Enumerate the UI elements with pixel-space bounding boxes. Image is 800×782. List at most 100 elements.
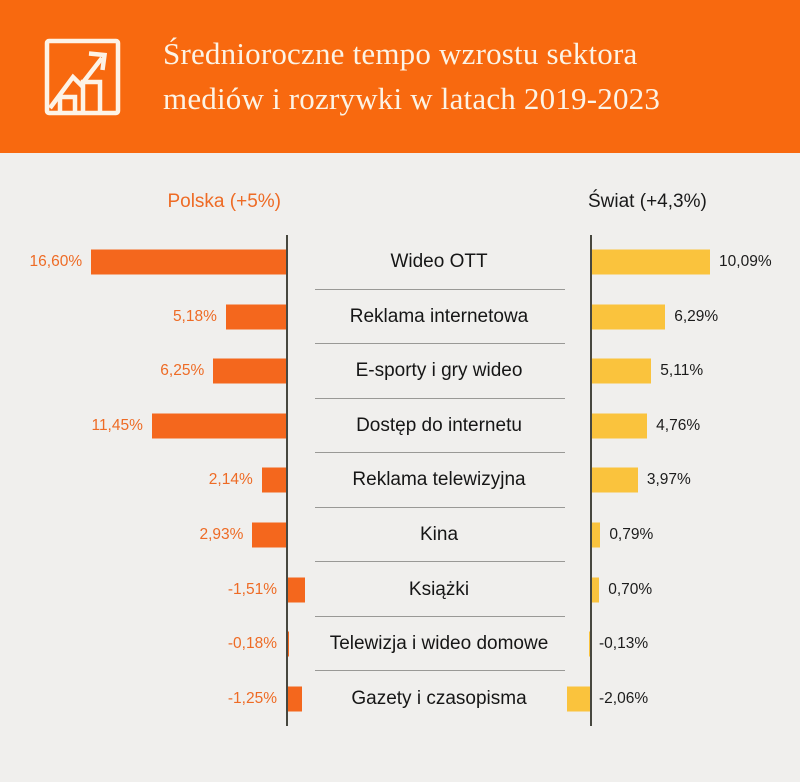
poland-value-label: 2,14% (208, 471, 253, 489)
poland-bar-cell: 2,93% (0, 508, 287, 563)
poland-bar (287, 577, 305, 603)
world-bar-cell: -2,06% (566, 671, 800, 726)
chart-row: -1,51% Książki 0,70% (0, 562, 800, 617)
world-bar-cell: 3,97% (591, 453, 800, 508)
world-zero-axis (590, 235, 592, 726)
world-bar (566, 686, 591, 712)
world-value-label: 0,79% (609, 526, 654, 543)
world-value-label: 4,76% (656, 416, 701, 434)
category-label: Reklama telewizyjna (352, 469, 526, 491)
chart-row: -1,25% Gazety i czasopisma -2,06% (0, 671, 800, 726)
poland-value-label: 6,25% (160, 362, 205, 380)
poland-value-label: -1,51% (227, 580, 277, 598)
chart-rows: 16,60% Wideo OTT 10,09% 5,18% Reklama intern… (0, 235, 800, 726)
category-cell: Książki (287, 562, 591, 617)
category-cell: Wideo OTT (287, 235, 591, 290)
poland-bar (287, 686, 302, 712)
world-bar (591, 467, 638, 493)
poland-bar (91, 249, 287, 275)
world-bar (591, 249, 711, 275)
category-cell: Telewizja i wideo domowe (287, 617, 591, 672)
poland-bar-cell: -1,51% (0, 562, 305, 617)
poland-value-label: -0,18% (227, 635, 277, 653)
category-cell: Reklama internetowa (287, 290, 591, 345)
chart-row: 11,45% Dostęp do internetu 4,76% (0, 399, 800, 454)
world-bar (591, 304, 666, 330)
page-title-line1: Średnioroczne tempo wzrostu sektora (163, 36, 638, 72)
poland-bar-cell: -1,25% (0, 671, 302, 726)
category-cell: E-sporty i gry wideo (287, 344, 591, 399)
category-label: Książki (408, 578, 470, 600)
world-value-label: 5,11% (660, 362, 704, 380)
category-cell: Reklama telewizyjna (287, 453, 591, 508)
poland-bar-cell: 6,25% (0, 344, 287, 399)
poland-value-label: 16,60% (29, 253, 83, 271)
poland-zero-axis (286, 235, 288, 726)
row-divider (315, 561, 565, 563)
world-series-header: Świat (+4,3%) (588, 191, 707, 212)
poland-bar (287, 631, 290, 657)
poland-value-label: 5,18% (172, 307, 217, 325)
category-label: Dostęp do internetu (356, 414, 522, 436)
poland-bar (213, 358, 287, 384)
row-divider (315, 506, 565, 508)
category-cell: Gazety i czasopisma (287, 671, 591, 726)
row-divider (315, 397, 565, 399)
poland-bar (261, 467, 287, 493)
header-banner: Średnioroczne tempo wzrostu sektora medi… (0, 0, 800, 153)
chart-row: 16,60% Wideo OTT 10,09% (0, 235, 800, 290)
chart-row: 2,93% Kina 0,79% (0, 508, 800, 563)
world-value-label: 6,29% (674, 307, 719, 325)
poland-bar-cell: -0,18% (0, 617, 290, 672)
chart-row: -0,18% Telewizja i wideo domowe -0,13% (0, 617, 800, 672)
world-value-label: 10,09% (719, 253, 772, 271)
poland-bar (151, 413, 287, 439)
category-cell: Dostęp do internetu (287, 399, 591, 454)
chart-row: 6,25% E-sporty i gry wideo 5,11% (0, 344, 800, 399)
world-bar-cell: 0,79% (591, 508, 800, 563)
growth-chart-icon (44, 38, 121, 116)
category-label: Kina (419, 524, 459, 545)
category-cell: Kina (287, 508, 591, 563)
world-bar (591, 522, 601, 548)
poland-value-label: 11,45% (91, 416, 143, 434)
category-label: Gazety i czasopisma (351, 687, 527, 709)
chart-row: 5,18% Reklama internetowa 6,29% (0, 290, 800, 345)
row-divider (315, 615, 565, 617)
world-bar-cell: 0,70% (591, 562, 800, 617)
poland-bar (252, 522, 287, 548)
page-title-line2: mediów i rozrywki w latach 2019-2023 (163, 80, 661, 116)
category-label: Reklama internetowa (349, 305, 529, 327)
world-bar-cell: -0,13% (589, 617, 800, 672)
poland-bar-cell: 16,60% (0, 235, 287, 290)
world-value-label: 3,97% (646, 471, 691, 489)
row-divider (315, 452, 565, 454)
row-divider (315, 343, 565, 345)
poland-bar-cell: 11,45% (0, 399, 287, 454)
poland-series-header: Polska (+5%) (167, 191, 281, 212)
row-divider (315, 670, 565, 672)
world-bar (591, 413, 648, 439)
poland-value-label: -1,25% (227, 689, 277, 707)
world-value-label: -0,13% (599, 635, 649, 653)
poland-bar (225, 304, 287, 330)
category-label: E-sporty i gry wideo (355, 360, 523, 382)
world-bar-cell: 10,09% (591, 235, 800, 290)
row-divider (315, 288, 565, 290)
world-bar-cell: 4,76% (591, 399, 800, 454)
category-label: Wideo OTT (390, 251, 488, 273)
diverging-bar-chart: 16,60% Wideo OTT 10,09% 5,18% Reklama intern… (0, 235, 800, 726)
world-bar-cell: 6,29% (591, 290, 800, 345)
poland-bar-cell: 2,14% (0, 453, 287, 508)
footer-spacer (0, 726, 800, 782)
poland-value-label: 2,93% (199, 526, 244, 543)
world-bar-cell: 5,11% (591, 344, 800, 399)
poland-bar-cell: 5,18% (0, 290, 287, 345)
world-value-label: 0,70% (608, 580, 653, 598)
world-bar (591, 358, 652, 384)
world-value-label: -2,06% (599, 689, 649, 707)
category-label: Telewizja i wideo domowe (329, 633, 549, 655)
page-title: Średnioroczne tempo wzrostu sektora medi… (163, 32, 660, 120)
world-bar (591, 577, 600, 603)
